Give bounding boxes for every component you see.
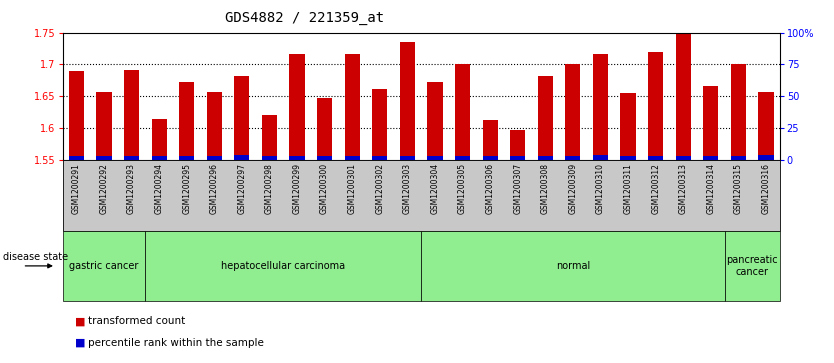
Bar [510, 156, 525, 160]
Bar [758, 155, 774, 160]
Text: GSM1200297: GSM1200297 [238, 163, 246, 214]
Bar [483, 156, 498, 160]
Bar [179, 156, 194, 160]
Text: ■: ■ [75, 338, 86, 348]
Text: GSM1200298: GSM1200298 [265, 163, 274, 214]
Bar [620, 156, 636, 160]
Bar [676, 156, 691, 160]
Text: GSM1200310: GSM1200310 [596, 163, 605, 214]
Bar [483, 120, 498, 160]
Bar [399, 156, 415, 160]
Text: GSM1200294: GSM1200294 [154, 163, 163, 214]
Bar [758, 93, 774, 160]
Text: GSM1200301: GSM1200301 [348, 163, 357, 214]
Text: GSM1200296: GSM1200296 [210, 163, 219, 214]
Text: GSM1200303: GSM1200303 [403, 163, 412, 215]
Bar [234, 76, 249, 160]
Text: GSM1200315: GSM1200315 [734, 163, 743, 214]
Text: GSM1200302: GSM1200302 [375, 163, 384, 214]
Bar [565, 65, 580, 160]
Bar [68, 71, 84, 160]
Bar [262, 156, 277, 160]
Bar [455, 156, 470, 160]
Text: GSM1200305: GSM1200305 [458, 163, 467, 215]
Bar [289, 54, 304, 160]
Bar [344, 54, 359, 160]
Bar [152, 156, 167, 160]
Bar [593, 155, 608, 160]
Bar [399, 42, 415, 160]
Bar [344, 156, 359, 160]
Bar [676, 32, 691, 160]
Text: transformed count: transformed count [88, 316, 185, 326]
Text: GDS4882 / 221359_at: GDS4882 / 221359_at [225, 11, 384, 25]
Text: normal: normal [555, 261, 590, 271]
Bar [620, 93, 636, 160]
Text: GSM1200311: GSM1200311 [624, 163, 632, 214]
Text: GSM1200299: GSM1200299 [293, 163, 302, 214]
Bar [427, 156, 443, 160]
Bar [262, 115, 277, 160]
Text: ■: ■ [75, 316, 86, 326]
Text: GSM1200309: GSM1200309 [569, 163, 577, 215]
Text: GSM1200300: GSM1200300 [320, 163, 329, 215]
Bar [317, 98, 332, 160]
Bar [731, 156, 746, 160]
Bar [124, 156, 139, 160]
Text: GSM1200304: GSM1200304 [430, 163, 440, 215]
Text: gastric cancer: gastric cancer [69, 261, 138, 271]
Bar [372, 89, 387, 160]
Bar [152, 119, 167, 160]
Bar [648, 52, 663, 160]
Bar [317, 156, 332, 160]
Text: disease state: disease state [3, 252, 68, 262]
Text: GSM1200316: GSM1200316 [761, 163, 771, 214]
Text: GSM1200308: GSM1200308 [540, 163, 550, 214]
Text: GSM1200314: GSM1200314 [706, 163, 716, 214]
Bar [455, 65, 470, 160]
Text: hepatocellular carcinoma: hepatocellular carcinoma [221, 261, 345, 271]
Bar [179, 82, 194, 160]
Bar [648, 156, 663, 160]
Bar [565, 156, 580, 160]
Bar [703, 86, 718, 160]
Bar [97, 93, 112, 160]
Bar [593, 54, 608, 160]
Text: GSM1200293: GSM1200293 [127, 163, 136, 214]
Bar [703, 156, 718, 160]
Bar [234, 155, 249, 160]
Bar [207, 156, 222, 160]
Text: GSM1200307: GSM1200307 [513, 163, 522, 215]
Bar [538, 156, 553, 160]
Text: GSM1200292: GSM1200292 [99, 163, 108, 214]
Bar [68, 156, 84, 160]
Bar [207, 93, 222, 160]
Bar [124, 70, 139, 160]
Text: GSM1200306: GSM1200306 [485, 163, 495, 215]
Text: percentile rank within the sample: percentile rank within the sample [88, 338, 264, 348]
Bar [372, 156, 387, 160]
Text: pancreatic
cancer: pancreatic cancer [726, 255, 778, 277]
Text: GSM1200291: GSM1200291 [72, 163, 81, 214]
Bar [510, 130, 525, 160]
Bar [289, 156, 304, 160]
Bar [427, 82, 443, 160]
Bar [731, 65, 746, 160]
Text: GSM1200312: GSM1200312 [651, 163, 661, 214]
Text: GSM1200295: GSM1200295 [182, 163, 191, 214]
Bar [538, 76, 553, 160]
Text: GSM1200313: GSM1200313 [679, 163, 688, 214]
Bar [97, 156, 112, 160]
